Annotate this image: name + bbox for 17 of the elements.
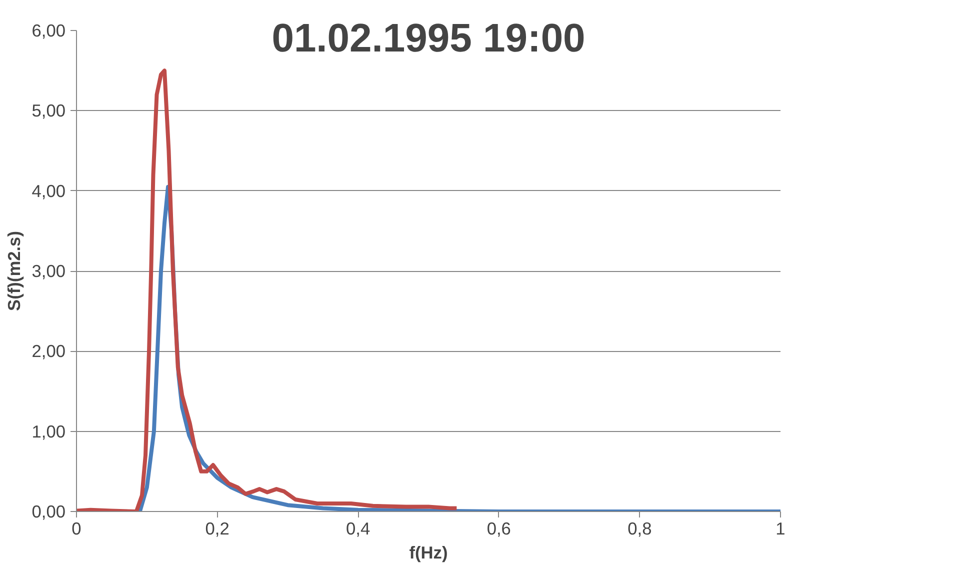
y-axis-title: S(f)(m2.s) [4,231,24,311]
x-tick-label: 0,8 [628,518,652,538]
y-tick-label: 4,00 [32,180,66,201]
y-tick-label: 5,00 [32,100,66,121]
y-tick-label: 6,00 [32,20,66,40]
x-tick-label: 0,6 [486,518,511,538]
x-tick-label: 1 [776,518,786,538]
y-tick-label: 3,00 [32,261,66,281]
x-tick-label: 0,2 [205,518,230,538]
y-tick-label: 2,00 [32,341,66,362]
chart-title: 01.02.1995 19:00 [272,16,586,60]
x-axis-title: f(Hz) [409,542,448,562]
y-tick-label: 1,00 [32,421,66,442]
x-tick-label: 0 [72,518,82,538]
line-series [76,68,459,512]
y-tick-label: 0,00 [32,502,66,522]
x-tick-label: 0,4 [346,518,371,538]
